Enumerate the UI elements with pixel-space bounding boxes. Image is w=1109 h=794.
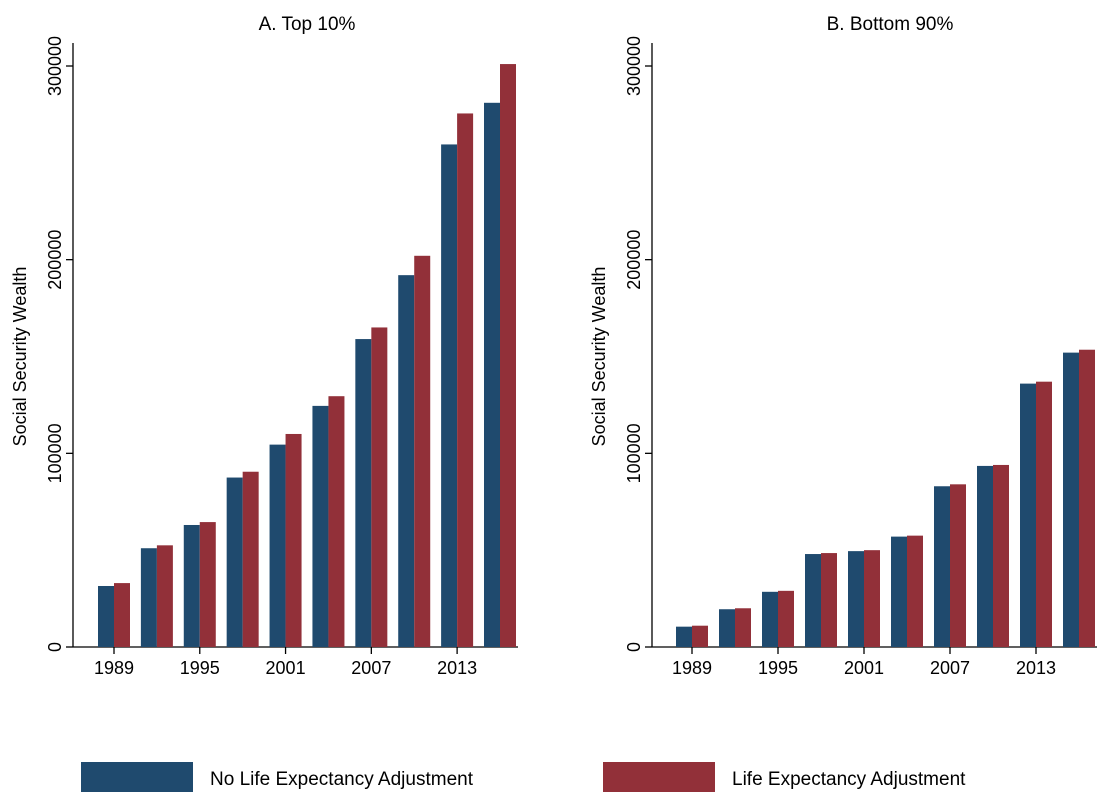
panel-title: B. Bottom 90% [827,14,954,35]
bar-adjustment-1992 [735,608,751,647]
bar-no-adjustment-2004 [312,405,329,647]
x-tick-label: 1989 [672,658,712,678]
x-tick-label: 2007 [930,658,970,678]
y-axis-title: Social Security Wealth [10,267,30,447]
bar-no-adjustment-1989 [98,585,114,647]
bar-no-adjustment-2013 [441,144,458,647]
x-tick-label: 2013 [437,658,477,678]
bar-no-adjustment-1995 [762,591,778,647]
y-tick-label: 200000 [45,230,65,290]
bar-no-adjustment-1992 [719,609,735,647]
y-tick-label: 300000 [624,36,644,96]
bar-no-adjustment-1998 [226,477,243,647]
legend-label-no-adjustment: No Life Expectancy Adjustment [210,769,474,790]
y-tick-label: 0 [45,642,65,652]
bar-adjustment-2016 [500,64,516,647]
legend-swatch-no-adjustment [81,762,193,792]
bar-adjustment-2004 [328,396,345,647]
legend-label-adjustment: Life Expectancy Adjustment [732,769,966,790]
bar-no-adjustment-2010 [398,275,415,647]
y-tick-label: 100000 [624,423,644,483]
bar-no-adjustment-2007 [934,486,950,647]
bar-adjustment-2007 [950,484,966,647]
bar-no-adjustment-1992 [140,548,157,647]
bar-no-adjustment-2001 [848,551,864,647]
x-tick-label: 2001 [844,658,884,678]
bar-no-adjustment-1989 [676,626,692,647]
bar-adjustment-2001 [864,550,880,647]
chart-panel-b: B. Bottom 90% 0 100000 200000 300000 Social S… [589,14,1097,678]
bar-adjustment-1989 [114,583,130,647]
x-tick-label: 1989 [94,658,134,678]
y-axis-title: Social Security Wealth [589,267,609,447]
bar-adjustment-1998 [242,471,259,647]
bar-adjustment-2013 [457,113,474,647]
y-tick-label: 300000 [45,36,65,96]
y-tick-label: 100000 [45,423,65,483]
y-tick-label: 200000 [624,230,644,290]
bar-adjustment-1995 [199,522,216,647]
bar-no-adjustment-2001 [269,444,286,647]
bar-no-adjustment-2007 [355,339,372,647]
chart-panel-a: A. Top 10% 0 100000 200000 300000 Social Secu… [10,14,518,678]
bar-no-adjustment-2016 [484,102,500,647]
panel-title: A. Top 10% [259,14,356,35]
bar-adjustment-1995 [778,590,794,647]
bar-no-adjustment-1998 [805,554,821,647]
bar-adjustment-1998 [821,553,837,647]
bar-adjustment-1992 [156,545,173,647]
bar-no-adjustment-2013 [1020,383,1036,647]
x-tick-label: 1995 [758,658,798,678]
legend-swatch-adjustment [603,762,715,792]
bar-no-adjustment-2016 [1063,352,1079,647]
bar-adjustment-1989 [692,625,708,647]
x-tick-label: 2007 [351,658,391,678]
bar-no-adjustment-2010 [977,465,993,647]
x-tick-label: 2013 [1016,658,1056,678]
x-tick-label: 2001 [266,658,306,678]
bar-adjustment-2001 [285,433,302,647]
x-tick-label: 1995 [180,658,220,678]
legend: No Life Expectancy Adjustment Life Expect… [81,762,966,792]
bar-adjustment-2010 [993,464,1009,647]
bar-no-adjustment-2004 [891,536,907,647]
bar-adjustment-2004 [907,535,923,647]
bar-adjustment-2013 [1036,381,1052,647]
bar-adjustment-2010 [414,255,431,647]
y-tick-label: 0 [624,642,644,652]
bar-adjustment-2016 [1079,349,1095,647]
bar-no-adjustment-1995 [183,524,200,647]
bar-adjustment-2007 [371,327,388,647]
